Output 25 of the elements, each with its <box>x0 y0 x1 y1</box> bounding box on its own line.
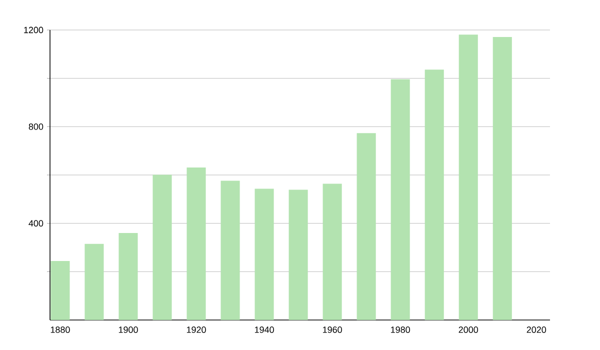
bar <box>356 133 376 320</box>
x-tick-label: 2020 <box>526 326 546 333</box>
x-tick-label: 1980 <box>391 326 410 333</box>
bar <box>322 184 342 320</box>
bar <box>220 180 240 320</box>
x-tick-label: 1900 <box>118 326 138 333</box>
x-tick-label: 2000 <box>458 326 478 333</box>
bar <box>458 34 478 320</box>
bar <box>390 79 410 320</box>
bar <box>288 190 308 320</box>
x-tick-label: 1940 <box>254 326 274 333</box>
x-tick-label: 1880 <box>50 326 70 333</box>
bar <box>50 261 70 320</box>
bar <box>118 232 138 320</box>
x-tick-label: 1920 <box>186 326 206 333</box>
bar <box>186 168 206 320</box>
bar <box>492 37 512 320</box>
bar <box>254 188 274 320</box>
bar <box>84 244 104 320</box>
bar <box>152 174 172 320</box>
y-tick-label: 800 <box>28 123 44 130</box>
y-tick-label: 400 <box>28 220 44 227</box>
x-tick-label: 1960 <box>322 326 342 333</box>
bar <box>424 70 444 320</box>
y-tick-label: 1200 <box>24 26 44 34</box>
